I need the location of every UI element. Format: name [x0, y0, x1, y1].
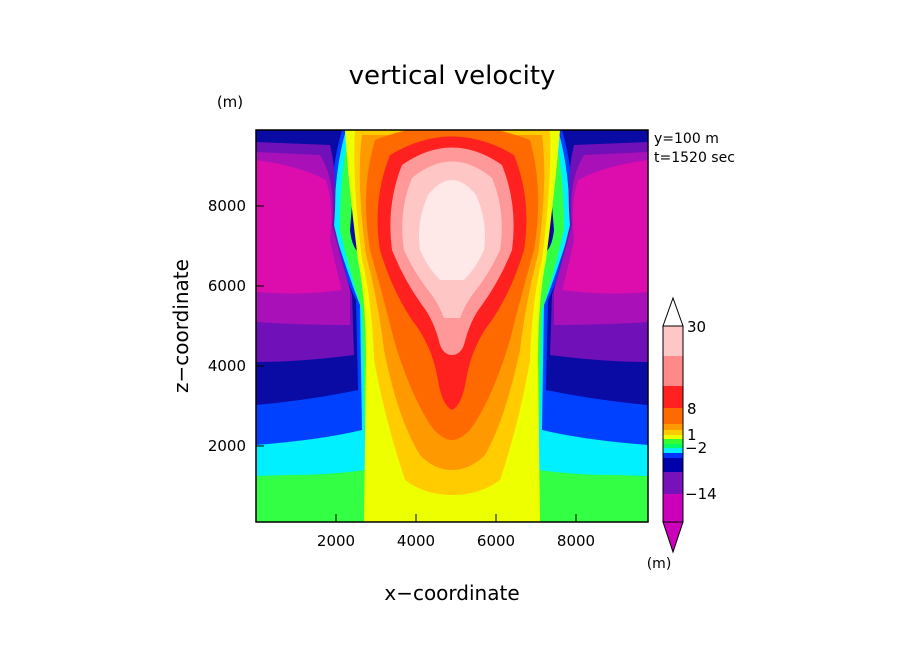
y-tick-label: 4000 — [208, 357, 246, 375]
colorbar-swatch — [663, 430, 683, 435]
colorbar-swatch — [663, 435, 683, 439]
colorbar-swatch — [663, 408, 683, 424]
colorbar-label: 8 — [687, 400, 697, 418]
x-tick-label: 2000 — [317, 532, 355, 550]
colorbar-bottom-arrow — [662, 521, 684, 554]
colorbar: 30 8 1 −2 −14 (m) — [647, 296, 717, 572]
colorbar-swatch — [663, 386, 683, 408]
x-tick-label: 4000 — [397, 532, 435, 550]
y-tick-label: 8000 — [208, 197, 246, 215]
y-axis-label: z−coordinate — [169, 259, 193, 393]
contour-field — [256, 130, 648, 522]
x-tick-label: 8000 — [557, 532, 595, 550]
colorbar-swatch — [663, 472, 683, 494]
colorbar-top-arrow — [662, 296, 684, 327]
contour-left-magenta — [256, 160, 342, 294]
chart-title: vertical velocity — [349, 61, 556, 91]
annotation-t: t=1520 sec — [654, 150, 735, 166]
colorbar-swatch — [663, 424, 683, 430]
plot-frame — [255, 129, 649, 523]
colorbar-swatch — [663, 494, 683, 522]
colorbar-frame — [662, 325, 684, 523]
colorbar-swatch — [663, 356, 683, 386]
y-axis: 2000 4000 6000 8000 — [208, 197, 264, 455]
colorbar-label: −2 — [685, 439, 707, 457]
y-tick-label: 2000 — [208, 437, 246, 455]
colorbar-label: −14 — [685, 485, 717, 503]
colorbar-swatch — [663, 444, 683, 448]
annotation-y: y=100 m — [654, 131, 719, 147]
colorbar-swatch — [663, 448, 683, 453]
colorbar-label: 30 — [687, 318, 706, 336]
x-axis-label: x−coordinate — [384, 581, 519, 605]
colorbar-label: 1 — [687, 426, 697, 444]
y-tick-label: 6000 — [208, 277, 246, 295]
colorbar-swatch — [663, 326, 683, 356]
x-tick-label: 6000 — [477, 532, 515, 550]
contour-core — [419, 180, 485, 280]
colorbar-unit: (m) — [647, 556, 672, 572]
colorbar-swatch — [663, 453, 683, 458]
x-axis: 2000 4000 6000 8000 — [317, 514, 595, 550]
colorbar-swatch — [663, 458, 683, 472]
contour-right-magenta — [562, 160, 648, 294]
colorbar-swatch — [663, 439, 683, 444]
z-unit-label: (m) — [217, 93, 243, 111]
